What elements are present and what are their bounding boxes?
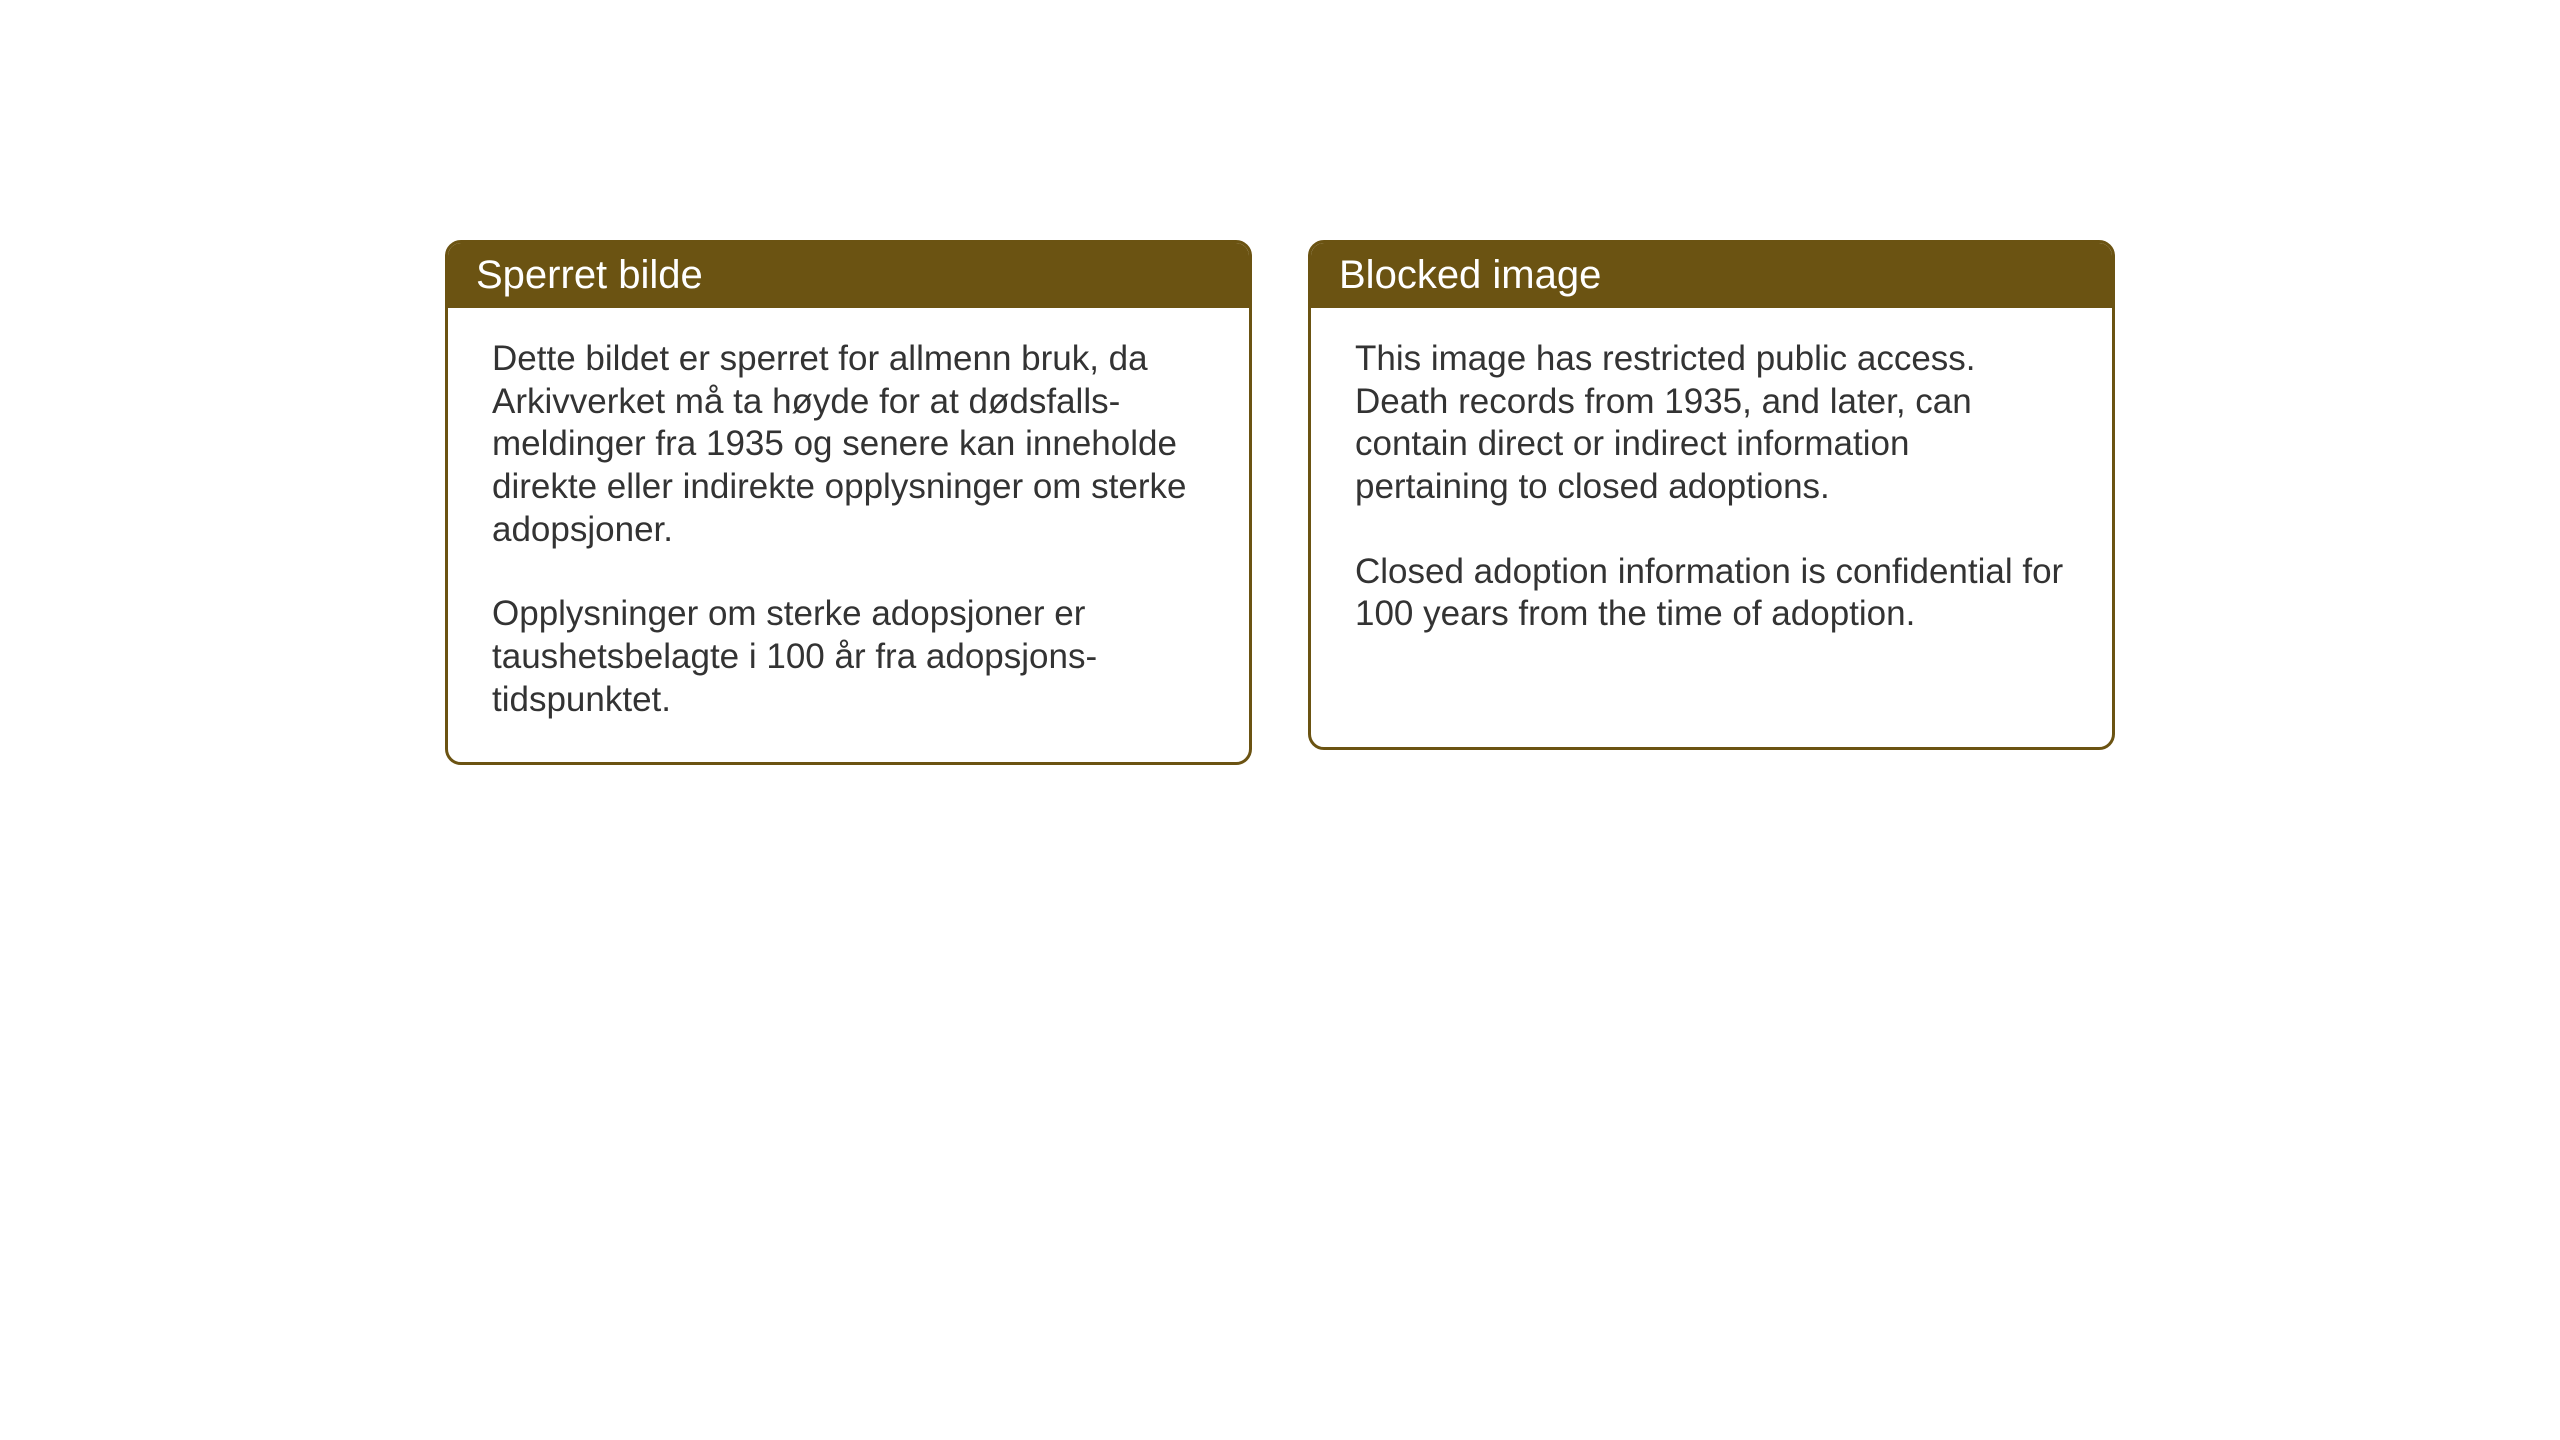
notice-paragraph-1-norwegian: Dette bildet er sperret for allmenn bruk… bbox=[492, 338, 1205, 551]
notice-header-english: Blocked image bbox=[1311, 243, 2112, 308]
notice-body-english: This image has restricted public access.… bbox=[1311, 308, 2112, 676]
notice-body-norwegian: Dette bildet er sperret for allmenn bruk… bbox=[448, 308, 1249, 762]
notice-title-english: Blocked image bbox=[1339, 253, 1601, 297]
notice-paragraph-2-norwegian: Opplysninger om sterke adopsjoner er tau… bbox=[492, 593, 1205, 721]
notice-header-norwegian: Sperret bilde bbox=[448, 243, 1249, 308]
notice-box-english: Blocked image This image has restricted … bbox=[1308, 240, 2115, 750]
notice-paragraph-2-english: Closed adoption information is confident… bbox=[1355, 551, 2068, 636]
notice-box-norwegian: Sperret bilde Dette bildet er sperret fo… bbox=[445, 240, 1252, 765]
notices-container: Sperret bilde Dette bildet er sperret fo… bbox=[445, 240, 2115, 765]
notice-title-norwegian: Sperret bilde bbox=[476, 253, 703, 297]
notice-paragraph-1-english: This image has restricted public access.… bbox=[1355, 338, 2068, 509]
